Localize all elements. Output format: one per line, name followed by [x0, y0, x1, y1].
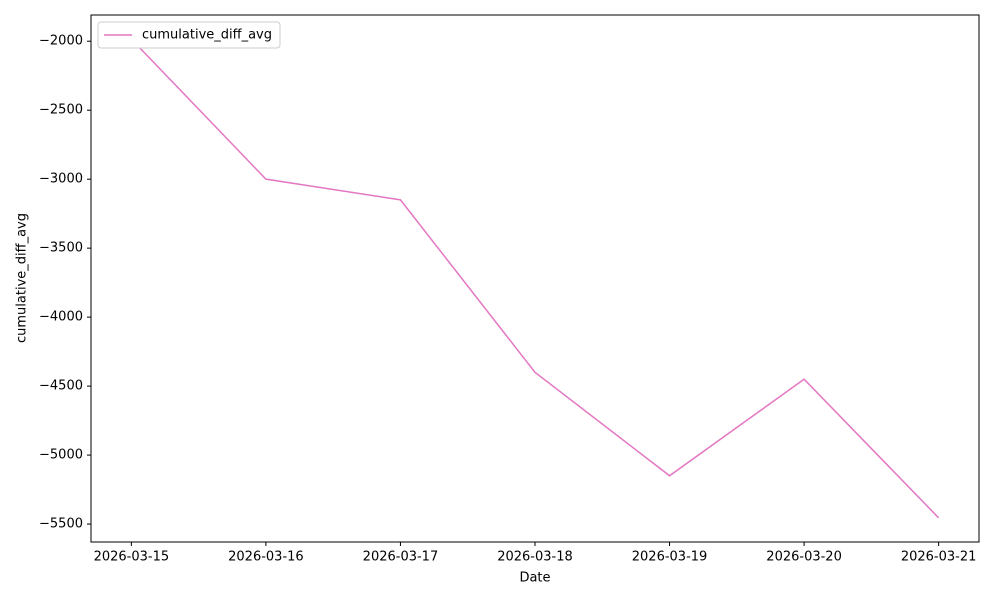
y-tick-label: −2000 [39, 34, 83, 49]
y-tick-label: −4000 [39, 310, 83, 325]
y-tick-label: −5000 [39, 448, 83, 463]
y-tick-label: −2500 [39, 103, 83, 118]
y-axis-label: cumulative_diff_avg [15, 213, 30, 343]
x-axis-label: Date [519, 571, 550, 586]
y-tick-label: −4500 [39, 379, 83, 394]
x-tick-label: 2026-03-15 [94, 550, 170, 565]
legend-label: cumulative_diff_avg [142, 28, 272, 43]
x-tick-label: 2026-03-16 [228, 550, 304, 565]
x-tick-label: 2026-03-18 [497, 550, 573, 565]
line [130, 38, 940, 519]
y-tick-label: −3500 [39, 241, 83, 256]
x-tick-label: 2026-03-19 [632, 550, 708, 565]
x-tick-label: 2026-03-17 [363, 550, 439, 565]
y-tick-label: −3000 [39, 172, 83, 187]
x-tick-label: 2026-03-21 [901, 550, 977, 565]
x-tick-label: 2026-03-20 [766, 550, 842, 565]
legend-box [97, 21, 281, 49]
y-tick-label: −5500 [39, 517, 83, 532]
